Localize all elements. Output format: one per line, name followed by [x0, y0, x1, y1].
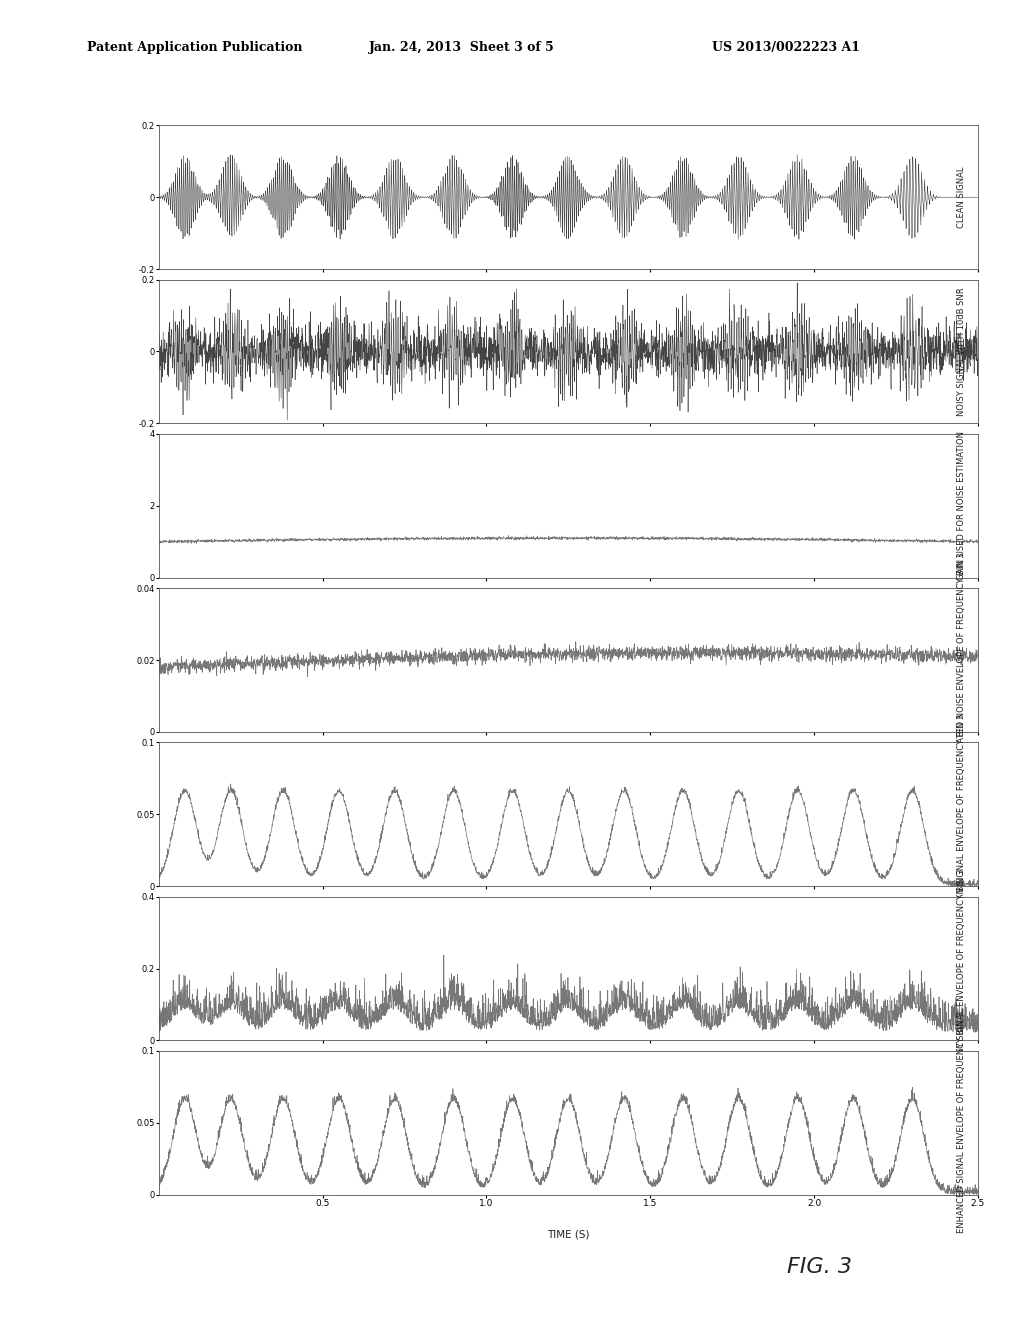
- Text: NOISY SIGNAL WITH 10dB SNR: NOISY SIGNAL WITH 10dB SNR: [957, 288, 966, 416]
- Text: CLEAN SIGNAL: CLEAN SIGNAL: [957, 166, 966, 228]
- Text: GAIN USED FOR NOISE ESTIMATION: GAIN USED FOR NOISE ESTIMATION: [957, 432, 966, 581]
- Text: ESTIMATED NOISE ENVELOPE OF FREQUENCY BIN 3: ESTIMATED NOISE ENVELOPE OF FREQUENCY BI…: [957, 552, 966, 768]
- Text: CLEAN SIGNAL ENVELOPE OF FREQUENCY BIN 3: CLEAN SIGNAL ENVELOPE OF FREQUENCY BIN 3: [957, 714, 966, 915]
- Text: Patent Application Publication: Patent Application Publication: [87, 41, 302, 54]
- Text: NOISY SIGNAL ENVELOPE OF FREQUENCY BIN 3: NOISY SIGNAL ENVELOPE OF FREQUENCY BIN 3: [957, 869, 966, 1068]
- Text: Jan. 24, 2013  Sheet 3 of 5: Jan. 24, 2013 Sheet 3 of 5: [369, 41, 554, 54]
- Text: TIME (S): TIME (S): [547, 1229, 590, 1239]
- Text: FIG. 3: FIG. 3: [786, 1257, 852, 1278]
- Text: ENHANCED SIGNAL ENVELOPE OF FREQUENCY BIN 3: ENHANCED SIGNAL ENVELOPE OF FREQUENCY BI…: [957, 1012, 966, 1233]
- Text: US 2013/0022223 A1: US 2013/0022223 A1: [712, 41, 860, 54]
